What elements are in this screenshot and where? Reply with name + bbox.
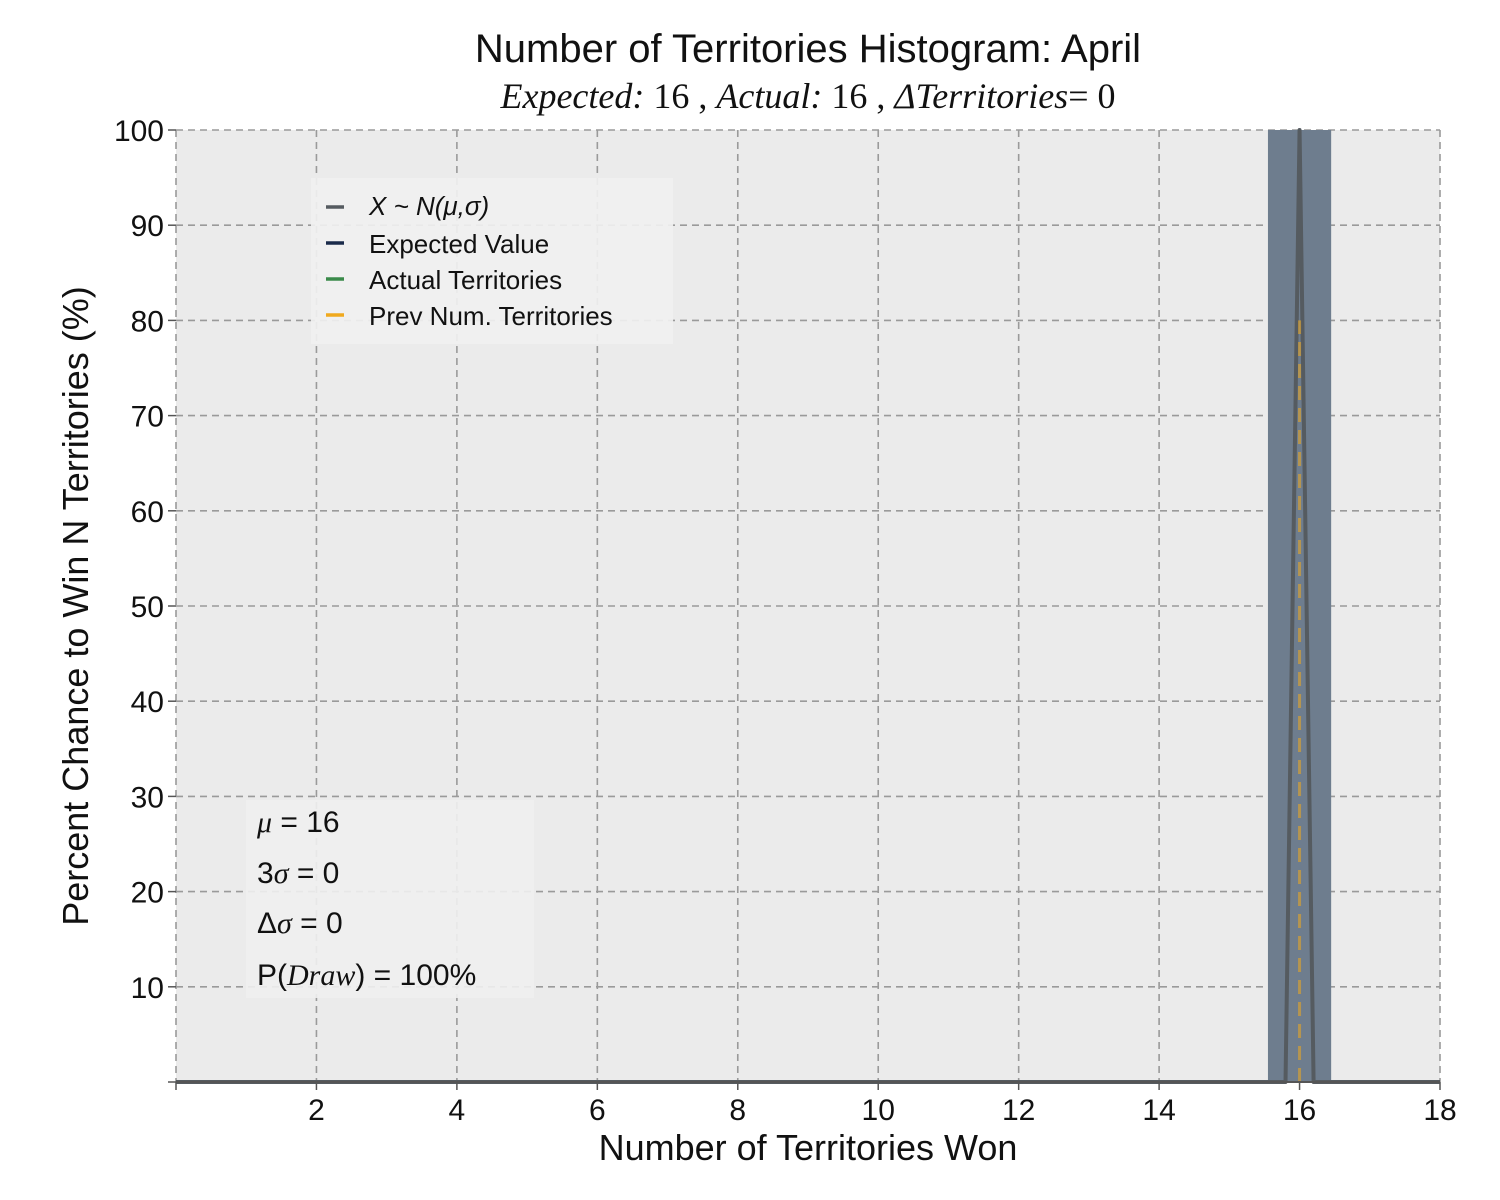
y-tick-label: 60 bbox=[131, 496, 164, 529]
stats-draw-symbol: Draw bbox=[286, 959, 355, 992]
stats-delta-sigma-symbol: σ bbox=[277, 907, 293, 940]
stats-delta-sigma: Δσ = 0 bbox=[257, 907, 343, 940]
stats-three-sigma-prefix: 3 bbox=[257, 857, 274, 890]
x-tick-label: 8 bbox=[729, 1094, 746, 1127]
legend-label-prev: Prev Num. Territories bbox=[369, 301, 613, 331]
stats-draw-probability: P(Draw) = 100% bbox=[257, 959, 476, 992]
chart-subtitle: Expected: 16 , Actual: 16 , ΔTerritories… bbox=[499, 76, 1115, 116]
y-tick-label: 50 bbox=[131, 591, 164, 624]
stats-box: μ = 16 3σ = 0 Δσ = 0 P(Draw) = 100% bbox=[246, 800, 534, 998]
y-tick-label: 100 bbox=[114, 115, 164, 148]
expected-value: 16 bbox=[653, 76, 689, 116]
y-tick-labels: 10 20 30 40 50 60 70 80 90 100 bbox=[114, 115, 164, 1005]
y-axis-label: Percent Chance to Win N Territories (%) bbox=[55, 286, 96, 926]
legend-label-actual: Actual Territories bbox=[369, 265, 562, 295]
x-axis-label: Number of Territories Won bbox=[599, 1127, 1018, 1168]
x-tick-label: 12 bbox=[1002, 1094, 1035, 1127]
legend-label-expected: Expected Value bbox=[369, 229, 549, 259]
y-tick-label: 70 bbox=[131, 401, 164, 434]
y-tick-label: 90 bbox=[131, 210, 164, 243]
stats-draw-prefix: P( bbox=[257, 959, 287, 992]
actual-label: Actual: bbox=[714, 76, 822, 116]
x-tick-label: 14 bbox=[1142, 1094, 1175, 1127]
y-tick-label: 10 bbox=[131, 972, 164, 1005]
stats-delta-sigma-prefix: Δ bbox=[257, 907, 277, 940]
stats-three-sigma-value: = 0 bbox=[288, 857, 339, 890]
stats-box-bg bbox=[246, 800, 534, 998]
axes bbox=[168, 129, 1441, 1090]
stats-mean-value: = 16 bbox=[272, 806, 340, 839]
delta-value: = 0 bbox=[1068, 76, 1115, 116]
y-tick-label: 20 bbox=[131, 877, 164, 910]
stats-mean-symbol: μ bbox=[256, 806, 272, 839]
delta-label: ΔTerritories bbox=[892, 76, 1068, 116]
x-tick-labels: 2 4 6 8 10 12 14 16 18 bbox=[308, 1094, 1457, 1127]
stats-three-sigma: 3σ = 0 bbox=[257, 857, 339, 890]
x-tick-label: 16 bbox=[1283, 1094, 1316, 1127]
stats-three-sigma-symbol: σ bbox=[274, 857, 290, 890]
actual-value: 16 bbox=[831, 76, 867, 116]
x-tick-label: 10 bbox=[862, 1094, 895, 1127]
stats-mean: μ = 16 bbox=[256, 806, 340, 839]
y-tick-label: 80 bbox=[131, 305, 164, 338]
expected-label: Expected: bbox=[499, 76, 644, 116]
x-tick-label: 2 bbox=[308, 1094, 325, 1127]
chart-title: Number of Territories Histogram: April bbox=[475, 27, 1141, 71]
stats-delta-sigma-value: = 0 bbox=[292, 907, 343, 940]
x-tick-label: 4 bbox=[449, 1094, 466, 1127]
legend-box bbox=[311, 178, 673, 344]
y-tick-label: 40 bbox=[131, 686, 164, 719]
legend-label-normal: X ~ N(μ,σ) bbox=[368, 191, 489, 221]
x-tick-label: 18 bbox=[1423, 1094, 1456, 1127]
y-tick-label: 30 bbox=[131, 781, 164, 814]
stats-draw-value: ) = 100% bbox=[355, 959, 476, 992]
legend: X ~ N(μ,σ) Expected Value Actual Territo… bbox=[311, 178, 673, 344]
x-tick-label: 6 bbox=[589, 1094, 606, 1127]
